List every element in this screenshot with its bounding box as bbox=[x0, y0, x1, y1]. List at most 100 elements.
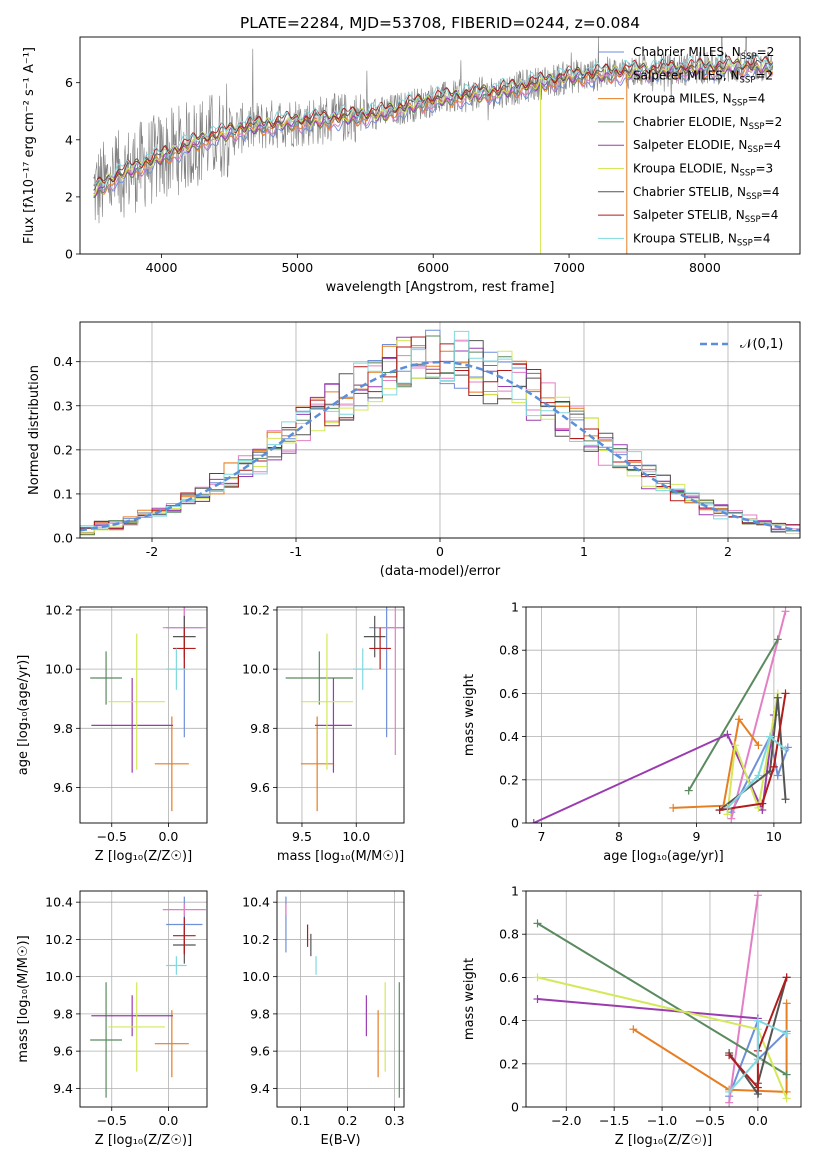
axis-label-x: wavelength [Angstrom, rest frame] bbox=[326, 280, 555, 295]
panel-mass_vs_ebv: 0.1 0.2 0.3 9.4 9.6 9.8 10.0 10.2 10.4 E(B-V) bbox=[242, 890, 405, 1148]
axis-label-y: Flux [fλ10⁻¹⁷ erg cm⁻² s⁻¹ A⁻¹] bbox=[22, 47, 37, 244]
errorbar-point bbox=[300, 716, 334, 812]
weight-marker bbox=[533, 995, 542, 1003]
weight-marker bbox=[533, 919, 542, 928]
tick-label-y: 0.4 bbox=[499, 1013, 519, 1028]
weight-marker bbox=[753, 1016, 762, 1025]
plot-area bbox=[529, 607, 792, 823]
tick-label-y: 0.1 bbox=[53, 486, 73, 501]
weight-marker bbox=[723, 730, 732, 739]
axis-label-x: age [log₁₀(age/yr)] bbox=[603, 849, 724, 864]
errorbar-point bbox=[108, 982, 166, 1072]
model-spectrum bbox=[93, 62, 774, 194]
tick-label-y: 10.2 bbox=[242, 602, 270, 617]
tick-label-y: 9.6 bbox=[250, 1044, 270, 1059]
legend: Chabrier MILES, NSSP=2 Salpeter MILES, NS… bbox=[598, 45, 782, 248]
tick-label-x: 8 bbox=[615, 829, 623, 844]
weight-series-line bbox=[730, 611, 787, 819]
tick-label-y: 6 bbox=[65, 75, 73, 90]
tick-label-x: 5000 bbox=[281, 260, 313, 275]
tick-label-x: −2.0 bbox=[551, 1113, 581, 1128]
axis-label-x: Z [log₁₀(Z/Z☉)] bbox=[95, 1133, 192, 1148]
axis-label-y: mass [log₁₀(M/M☉)] bbox=[16, 935, 31, 1062]
legend-label: Chabrier STELIB, NSSP=4 bbox=[633, 185, 780, 202]
errorbar-point bbox=[352, 648, 373, 690]
tick-label-y: 0.2 bbox=[53, 442, 73, 457]
weight-marker bbox=[766, 732, 775, 741]
tick-label-x: −0.5 bbox=[695, 1113, 725, 1128]
weight-marker bbox=[669, 803, 678, 812]
tick-label-y: 10.0 bbox=[242, 969, 270, 984]
weight-series-line bbox=[728, 1019, 788, 1093]
axis-label-x: (data-model)/error bbox=[380, 564, 501, 579]
tick-label-x: 9 bbox=[692, 829, 700, 844]
tick-label-x: -2 bbox=[146, 544, 158, 559]
weight-marker bbox=[781, 607, 790, 616]
tick-label-y: 0.3 bbox=[53, 398, 73, 413]
tick-label-x: −0.5 bbox=[97, 829, 127, 844]
legend-label: Kroupa ELODIE, NSSP=3 bbox=[633, 162, 773, 179]
weight-series-line bbox=[537, 998, 758, 1020]
weight-marker bbox=[782, 1070, 791, 1079]
tick-label-y: 9.6 bbox=[53, 1044, 73, 1059]
histogram-series bbox=[80, 330, 800, 538]
errorbar-point bbox=[91, 678, 173, 773]
axes-frame bbox=[276, 890, 405, 1108]
weight-marker bbox=[781, 689, 790, 698]
axis-label-x: Z [log₁₀(Z/Z☉)] bbox=[95, 849, 192, 864]
axes-frame bbox=[79, 890, 208, 1108]
axes-frame bbox=[79, 321, 801, 539]
tick-label-y: 0.8 bbox=[499, 643, 519, 658]
axis-label-y: mass weight bbox=[462, 958, 477, 1040]
errorbar-point bbox=[154, 716, 189, 812]
plot-area bbox=[90, 607, 206, 812]
weight-marker bbox=[782, 999, 791, 1008]
tick-label-y: 9.4 bbox=[250, 1081, 270, 1096]
tick-label-x: 2 bbox=[724, 544, 732, 559]
weight-marker bbox=[782, 1029, 791, 1038]
errorbar-point bbox=[91, 995, 173, 1037]
tick-label-x: 0.0 bbox=[159, 1113, 179, 1128]
figure-title: PLATE=2284, MJD=53708, FIBERID=0244, z=0… bbox=[240, 14, 640, 32]
panel-age_vs_Z: −0.5 0.0 9.6 9.8 10.0 10.2 Z [log₁₀(Z/Z☉)] age … bbox=[16, 602, 208, 864]
errorbar-point bbox=[172, 917, 196, 955]
weight-marker bbox=[769, 762, 778, 771]
panel-weight_vs_Z: −2.0 −1.5 −1.0 −0.5 0.0 0 0.2 0.4 0.6 0.8 1 Z [log₁… bbox=[462, 884, 802, 1148]
panel-age_vs_mass: 9.5 10.0 9.6 9.8 10.0 10.2 mass [log₁₀(M/M☉)] bbox=[242, 602, 405, 864]
tick-label-y: 2 bbox=[65, 189, 73, 204]
weight-series-line bbox=[719, 693, 787, 811]
tick-label-y: 0.8 bbox=[499, 927, 519, 942]
weight-marker bbox=[781, 745, 790, 754]
weight-marker bbox=[735, 715, 744, 724]
weight-marker bbox=[629, 1025, 638, 1034]
axis-label-y: age [log₁₀(age/yr)] bbox=[16, 655, 31, 776]
observed-spectrum bbox=[93, 37, 774, 224]
tick-label-x: −1.5 bbox=[599, 1113, 629, 1128]
weight-marker bbox=[753, 1083, 762, 1092]
weight-marker bbox=[781, 795, 790, 804]
tick-label-x: 4000 bbox=[146, 260, 178, 275]
model-spectrum bbox=[93, 54, 774, 186]
weight-series-line bbox=[673, 716, 760, 809]
weight-marker bbox=[533, 973, 542, 982]
axis-label-y: Normed distribution bbox=[27, 365, 42, 495]
weight-marker bbox=[529, 819, 538, 823]
tick-label-y: 9.8 bbox=[250, 1006, 270, 1021]
weight-marker bbox=[754, 803, 763, 812]
tick-label-y: 9.8 bbox=[53, 1006, 73, 1021]
weight-marker bbox=[758, 799, 767, 808]
tick-label-y: 0 bbox=[511, 816, 519, 831]
weight-marker bbox=[723, 803, 732, 812]
axes-frame bbox=[79, 36, 801, 255]
tick-label-y: 9.4 bbox=[53, 1081, 73, 1096]
tick-label-y: 0 bbox=[511, 1100, 519, 1115]
tick-label-x: −1.0 bbox=[647, 1113, 677, 1128]
legend-label: Kroupa MILES, NSSP=4 bbox=[633, 92, 765, 109]
tick-label-y: 9.8 bbox=[250, 721, 270, 736]
tick-label-y: 1 bbox=[511, 884, 519, 899]
tick-label-x: -1 bbox=[290, 544, 302, 559]
tick-label-y: 0.4 bbox=[53, 354, 73, 369]
tick-label-x: 7 bbox=[538, 829, 546, 844]
plot-area bbox=[533, 891, 791, 1107]
